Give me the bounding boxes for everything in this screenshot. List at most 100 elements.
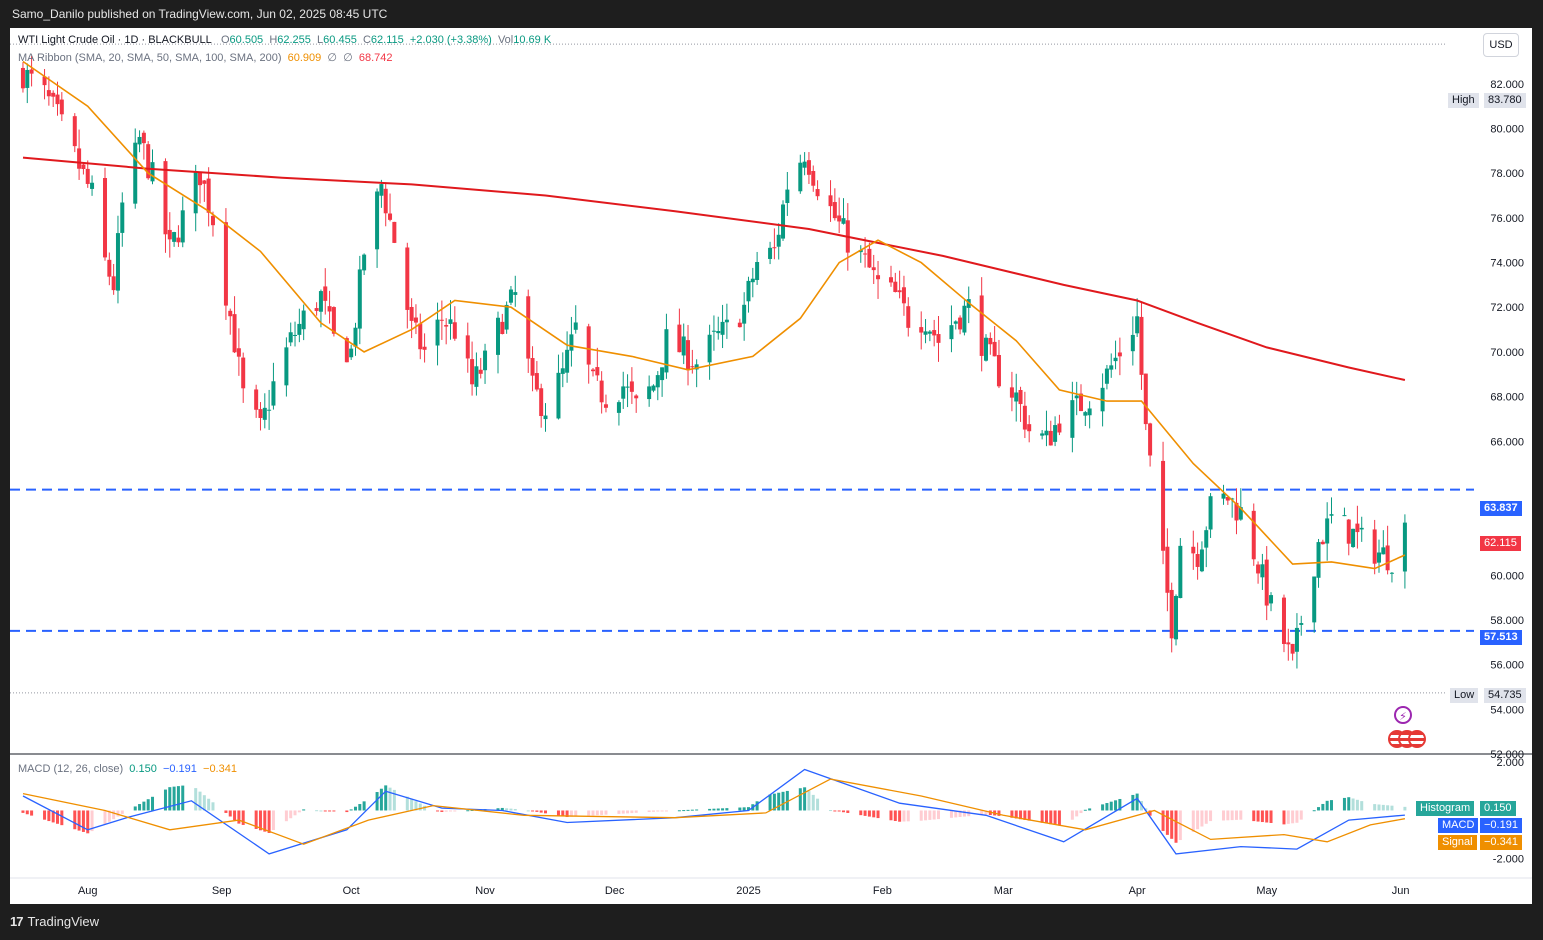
lightning-icon[interactable]: ⚡ bbox=[1394, 706, 1412, 724]
candle-body bbox=[1087, 408, 1092, 416]
macd-histogram-bar bbox=[721, 808, 725, 811]
macd-histogram-bar bbox=[470, 809, 474, 811]
macd-histogram-bar bbox=[1286, 810, 1290, 824]
candle-body bbox=[301, 310, 306, 330]
candle-body bbox=[42, 76, 47, 86]
candle-body bbox=[1256, 564, 1261, 574]
macd-histogram-bar bbox=[163, 789, 167, 811]
candle-body bbox=[543, 415, 548, 420]
macd-histogram-bar bbox=[1165, 810, 1169, 835]
candle-body bbox=[1040, 433, 1045, 436]
candle-body bbox=[867, 248, 872, 268]
time-axis-label: May bbox=[1256, 885, 1277, 897]
candle-body bbox=[383, 188, 388, 214]
macd-histogram-bar bbox=[932, 810, 936, 820]
candle-body bbox=[1355, 523, 1360, 533]
candle-body bbox=[55, 94, 60, 105]
candle-body bbox=[500, 321, 505, 334]
candle-body bbox=[198, 172, 203, 186]
macd-histogram-bar bbox=[120, 810, 124, 814]
macd-histogram-bar bbox=[958, 810, 962, 818]
macd-histogram-bar bbox=[1239, 810, 1243, 820]
candle-body bbox=[953, 321, 958, 324]
candle-body bbox=[1113, 357, 1118, 362]
macd-histogram-bar bbox=[323, 810, 327, 812]
macd-label[interactable]: MACD (12, 26, close) bbox=[18, 763, 124, 775]
macd-histogram-bar bbox=[1010, 810, 1014, 818]
candle-body bbox=[1169, 589, 1174, 639]
macd-histogram-bar bbox=[1222, 810, 1226, 821]
candle-body bbox=[262, 407, 267, 420]
high-marker-label: High bbox=[1448, 93, 1479, 108]
macd-histogram-bar bbox=[1148, 810, 1152, 816]
macd-histogram-bar bbox=[928, 810, 932, 820]
candle-body bbox=[508, 289, 513, 303]
candle-body bbox=[137, 136, 142, 145]
candle-body bbox=[314, 308, 319, 311]
macd-histogram-bar bbox=[319, 810, 323, 812]
macd-histogram-bar bbox=[1196, 810, 1200, 830]
candle-body bbox=[1225, 497, 1230, 501]
candle-body bbox=[629, 381, 634, 392]
macd-histogram-bar bbox=[172, 786, 176, 811]
candle-body bbox=[1312, 576, 1317, 623]
macd-tag-value: −0.191 bbox=[1480, 818, 1522, 833]
macd-histogram-bar bbox=[587, 810, 591, 816]
macd-histogram-bar bbox=[630, 810, 634, 814]
currency-button[interactable]: USD bbox=[1483, 33, 1519, 57]
candle-body bbox=[388, 213, 393, 220]
macd-histogram-bar bbox=[591, 810, 595, 816]
candle-body bbox=[530, 358, 535, 376]
candle-body bbox=[1238, 507, 1243, 520]
macd-histogram-bar bbox=[1381, 804, 1385, 811]
candle-body bbox=[1294, 627, 1299, 652]
resistance-price-tag[interactable]: 63.837 bbox=[1480, 501, 1522, 516]
candle-body bbox=[949, 325, 954, 340]
us-flags[interactable] bbox=[1388, 730, 1426, 748]
macd-histogram-bar bbox=[47, 810, 51, 822]
candle-body bbox=[413, 317, 418, 323]
candle-body bbox=[1359, 527, 1364, 530]
macd-histogram-bar bbox=[448, 810, 452, 812]
candle-body bbox=[841, 218, 846, 224]
candle-body bbox=[72, 116, 77, 147]
macd-histogram-bar bbox=[829, 810, 833, 812]
candle-body bbox=[534, 373, 539, 390]
macd-histogram-bar bbox=[202, 795, 206, 811]
macd-histogram-bar bbox=[803, 787, 807, 811]
chart-svg[interactable]: 82.000 80.000 78.000 76.000 74.000 72.000 70.0… bbox=[10, 28, 1532, 904]
ma-label[interactable]: MA Ribbon (SMA, 20, SMA, 50, SMA, 100, S… bbox=[18, 52, 282, 64]
macd-histogram-bar bbox=[1360, 801, 1364, 811]
macd-histogram-bar bbox=[168, 787, 172, 811]
candle-body bbox=[1191, 546, 1196, 554]
candle-body bbox=[647, 386, 652, 400]
candle-body bbox=[1074, 395, 1079, 399]
candle-body bbox=[379, 184, 384, 196]
macd-histogram-bar bbox=[345, 810, 349, 813]
time-axis-label: 2025 bbox=[736, 885, 760, 897]
support-price-tag[interactable]: 57.513 bbox=[1480, 630, 1522, 645]
us-flag-icon[interactable] bbox=[1408, 730, 1426, 748]
macd-histogram-bar bbox=[414, 801, 418, 811]
macd-histogram-bar bbox=[859, 810, 863, 816]
histogram-tag-value: 0.150 bbox=[1480, 801, 1516, 816]
candle-body bbox=[241, 357, 246, 389]
macd-histogram-bar bbox=[647, 810, 651, 813]
tv-logo-icon: 17 bbox=[10, 914, 24, 929]
macd-histogram-bar bbox=[902, 810, 906, 822]
tradingview-logo[interactable]: 17 TradingView bbox=[10, 914, 99, 929]
candle-body bbox=[785, 189, 790, 203]
macd-histogram-bar bbox=[392, 789, 396, 811]
price-axis-label: 82.000 bbox=[1490, 79, 1524, 91]
candle-body bbox=[293, 334, 298, 336]
candle-body bbox=[1148, 423, 1153, 456]
candle-body bbox=[996, 355, 1001, 387]
macd-histogram-bar bbox=[362, 801, 366, 811]
symbol-name[interactable]: WTI Light Crude Oil · 1D · BLACKBULL bbox=[18, 34, 212, 46]
macd-histogram-bar bbox=[151, 796, 155, 811]
candle-body bbox=[560, 368, 565, 374]
macd-histogram-bar bbox=[716, 808, 720, 811]
vol-value: 10.69 K bbox=[513, 34, 552, 46]
candle-body bbox=[1135, 316, 1140, 334]
chart-frame[interactable]: 82.000 80.000 78.000 76.000 74.000 72.000 70.0… bbox=[10, 28, 1532, 904]
